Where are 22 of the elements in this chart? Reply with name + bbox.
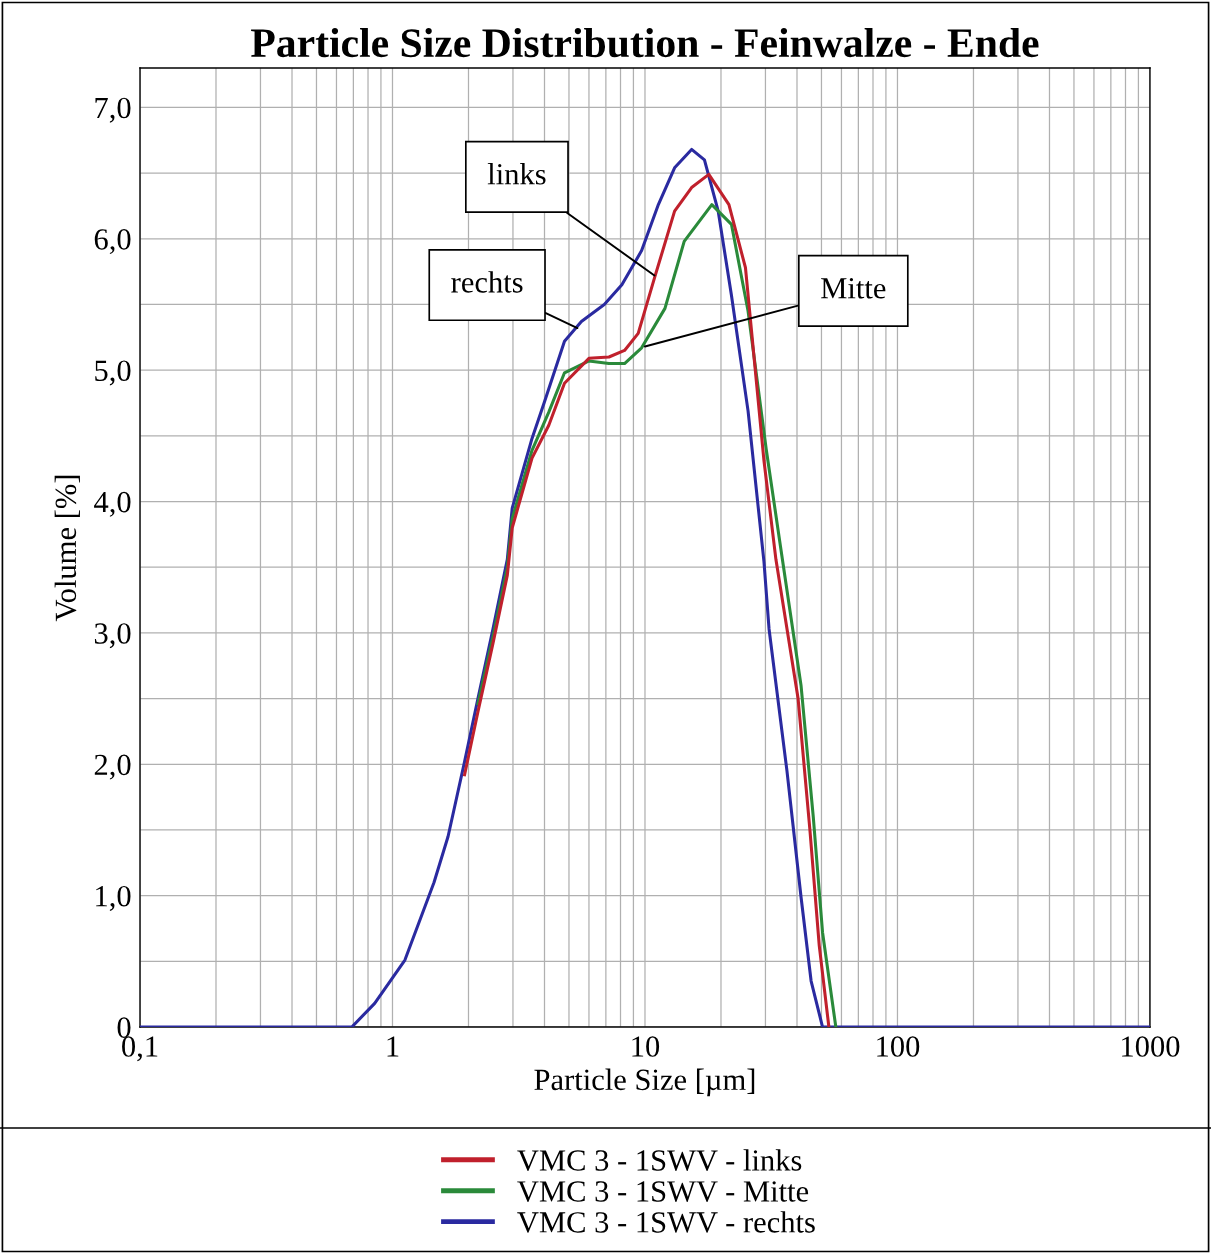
chart-title: Particle Size Distribution - Feinwalze - Ende bbox=[251, 27, 1039, 58]
y-tick-label: 2,0 bbox=[94, 754, 131, 780]
x-tick-label: 1 bbox=[387, 1036, 399, 1057]
y-axis-title: Volume [%] bbox=[54, 475, 80, 622]
annotation: Mitte bbox=[821, 278, 886, 299]
x-tick-label: 1000 bbox=[1122, 1036, 1180, 1057]
legend-label: VMC 3 - 1SWV - links bbox=[517, 1149, 802, 1171]
x-tick-label: 0,1 bbox=[122, 1036, 158, 1062]
x-axis-title: Particle Size [µm] bbox=[534, 1068, 755, 1097]
x-tick-label: 100 bbox=[877, 1036, 920, 1057]
y-tick-label: 7,0 bbox=[95, 97, 131, 123]
y-tick-label: 4,0 bbox=[94, 491, 131, 517]
legend-label: VMC 3 - 1SWV - rechts bbox=[517, 1211, 815, 1233]
annotation: links bbox=[487, 163, 546, 185]
y-tick-label: 6,0 bbox=[94, 229, 131, 255]
annotation: rechts bbox=[451, 271, 523, 293]
y-tick-label: 1,0 bbox=[96, 885, 131, 911]
y-tick-label: 5,0 bbox=[95, 360, 131, 386]
x-tick-label: 10 bbox=[632, 1036, 660, 1057]
legend-label: VMC 3 - 1SWV - Mitte bbox=[517, 1181, 809, 1202]
y-tick-label: 3,0 bbox=[94, 623, 131, 649]
y-tick-label: 0 bbox=[117, 1017, 131, 1038]
